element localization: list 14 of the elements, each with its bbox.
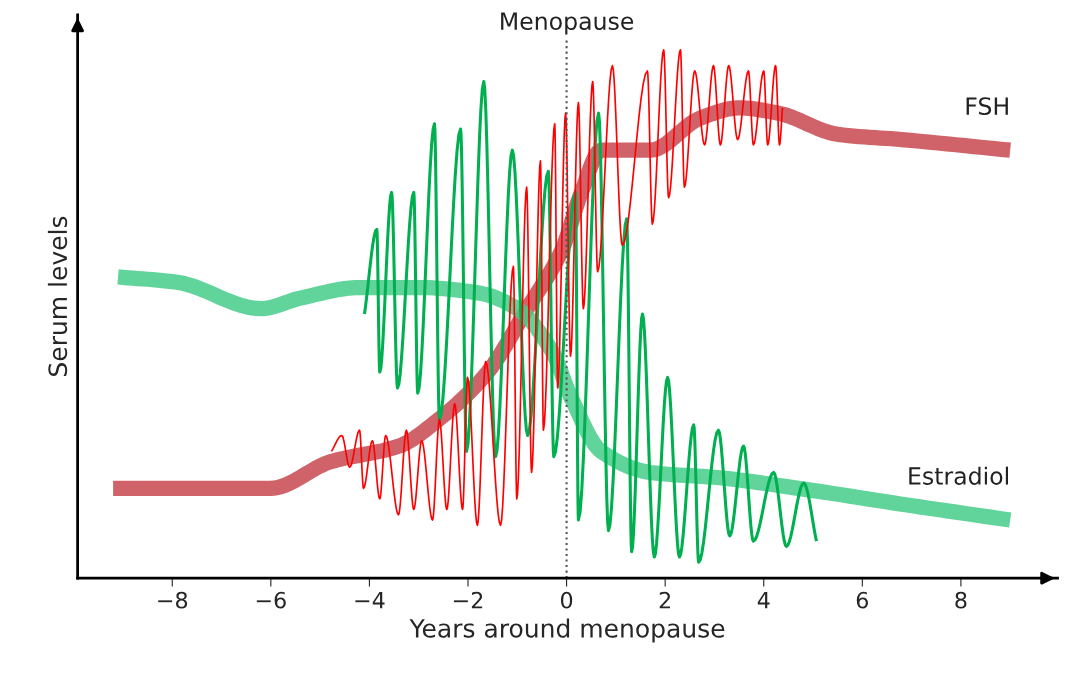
x-tick-label: −6: [256, 591, 286, 609]
series-label: Estradiol: [909, 466, 1008, 485]
x-axis-title: Years around menopause: [409, 618, 725, 643]
x-tick-label: −2: [453, 591, 483, 609]
ref-line-label: Menopause: [501, 12, 634, 35]
x-tick-label: −4: [355, 592, 385, 609]
x-tick-label: −8: [158, 591, 188, 609]
x-tick-label: 6: [856, 591, 868, 609]
x-tick-label: 4: [757, 592, 770, 609]
y-axis-title: Serum levels: [47, 216, 68, 376]
series-label: FSH: [966, 97, 1008, 116]
x-tick-label: 0: [560, 591, 573, 609]
x-tick-label: 2: [659, 591, 671, 609]
x-tick-label: 8: [955, 591, 967, 609]
